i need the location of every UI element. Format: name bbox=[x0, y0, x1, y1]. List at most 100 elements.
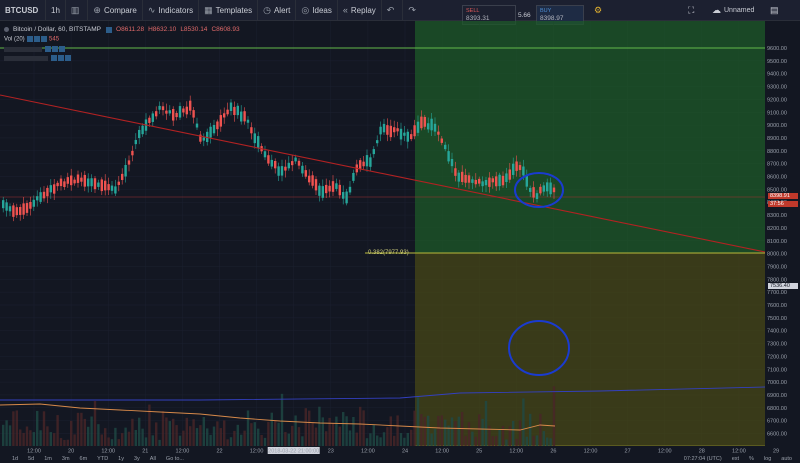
undo-button[interactable]: ↶ bbox=[382, 0, 404, 20]
volume-bar bbox=[280, 393, 284, 446]
candle-body bbox=[199, 134, 202, 142]
legend-open: O8611.28 bbox=[116, 26, 145, 33]
volume-bar bbox=[274, 420, 277, 446]
time-axis[interactable]: 12:00 20 12:00 21 12:00 22 12:00 2018-03-22 21:… bbox=[27, 447, 779, 455]
sell-label: SELL bbox=[466, 8, 480, 14]
auto-toggle[interactable]: auto bbox=[781, 456, 792, 462]
price-axis-bg[interactable] bbox=[765, 21, 800, 455]
candle-body bbox=[63, 181, 66, 188]
interval-button[interactable]: 1h bbox=[46, 0, 66, 20]
volume-bar bbox=[202, 417, 205, 446]
volume-bar bbox=[182, 430, 185, 446]
volume-bar bbox=[29, 430, 32, 446]
time-axis-bg[interactable] bbox=[0, 446, 765, 455]
candle-body bbox=[93, 178, 97, 190]
percent-toggle[interactable]: % bbox=[749, 456, 754, 462]
log-toggle[interactable]: log bbox=[763, 456, 772, 462]
utc-clock[interactable]: 07:27:04 (UTC) bbox=[683, 456, 722, 462]
volume-bar bbox=[25, 426, 29, 446]
legend-title[interactable]: Bitcoin / Dollar, 60, BITSTAMP bbox=[13, 26, 102, 33]
candle-body bbox=[182, 108, 185, 113]
volume-bar bbox=[107, 437, 110, 446]
range-ytd[interactable]: YTD bbox=[97, 456, 109, 462]
candle-body bbox=[114, 186, 117, 194]
indicator-1-label[interactable] bbox=[4, 46, 42, 52]
range-1y[interactable]: 1y bbox=[118, 456, 124, 462]
price-tick-label: 8000.00 bbox=[767, 252, 787, 258]
volume-bar bbox=[287, 433, 290, 446]
trendline[interactable] bbox=[0, 94, 766, 253]
indicator-2-visibility-icon[interactable] bbox=[57, 55, 64, 61]
alert-button[interactable]: ◷ Alert bbox=[258, 0, 297, 20]
range-3m[interactable]: 3m bbox=[61, 456, 70, 462]
volume-legend-label[interactable]: Vol (20) bbox=[4, 36, 25, 43]
price-tick-label: 8300.00 bbox=[767, 213, 787, 219]
bar-style-button[interactable]: ▥ bbox=[66, 0, 89, 20]
volume-bar bbox=[444, 419, 447, 446]
indicator-2-settings-icon[interactable] bbox=[50, 55, 57, 61]
indicator-1-visibility-icon[interactable] bbox=[51, 46, 58, 52]
layout-menu[interactable]: ☁ Unnamed bbox=[712, 0, 754, 20]
grid bbox=[0, 21, 777, 446]
ext-toggle[interactable]: ext bbox=[731, 456, 740, 462]
candle-body bbox=[131, 150, 134, 156]
volume-bar bbox=[36, 410, 39, 446]
settings-button[interactable]: ⚙ bbox=[594, 0, 602, 20]
indicator-2-label[interactable] bbox=[4, 55, 48, 61]
annotation-circle-upper[interactable] bbox=[514, 172, 564, 208]
candle-body bbox=[430, 118, 433, 131]
candle-body bbox=[474, 179, 477, 185]
indicator-1-close-icon[interactable] bbox=[58, 46, 65, 52]
range-3y[interactable]: 3y bbox=[133, 456, 140, 462]
candle-body bbox=[253, 133, 256, 144]
annotation-circle-lower[interactable] bbox=[508, 320, 570, 376]
range-all[interactable]: All bbox=[149, 456, 156, 462]
volume-bar bbox=[76, 412, 80, 446]
current-price-value: 8398.91 bbox=[770, 193, 790, 199]
indicators-button[interactable]: ∿ Indicators bbox=[143, 0, 200, 20]
range-6m[interactable]: 6m bbox=[79, 456, 88, 462]
redo-button[interactable]: ↷ bbox=[403, 0, 424, 20]
volume-bar bbox=[345, 416, 348, 446]
symbol-search[interactable]: BTCUSD bbox=[0, 0, 46, 20]
candle-body bbox=[359, 160, 362, 169]
price-tick-label: 8700.00 bbox=[767, 162, 787, 168]
goto-button[interactable]: Go to... bbox=[165, 456, 184, 462]
indicator-1-settings-icon[interactable] bbox=[44, 46, 51, 52]
candle-body bbox=[25, 203, 29, 213]
fullscreen-button[interactable]: ⛶ bbox=[688, 0, 694, 20]
layout-settings-button[interactable]: ▤ bbox=[770, 0, 779, 20]
volume-bar bbox=[423, 416, 426, 446]
replay-button[interactable]: «Replay bbox=[338, 0, 382, 20]
volume-settings-icon[interactable] bbox=[27, 36, 34, 42]
buy-label: BUY bbox=[540, 8, 552, 14]
candle-body bbox=[15, 207, 18, 216]
volume-bar bbox=[263, 437, 267, 446]
range-5d[interactable]: 5d bbox=[28, 456, 35, 462]
candle-body bbox=[121, 173, 124, 180]
volume-visibility-icon[interactable] bbox=[34, 36, 41, 42]
candle-body bbox=[454, 168, 457, 176]
candle-body bbox=[87, 178, 90, 187]
volume-bar bbox=[416, 397, 420, 446]
candle-body bbox=[484, 179, 488, 186]
legend-settings-icon[interactable] bbox=[106, 26, 113, 33]
templates-button[interactable]: ▦ Templates bbox=[199, 0, 259, 20]
ideas-button[interactable]: ◎ Ideas bbox=[296, 0, 338, 20]
candle-body bbox=[5, 202, 8, 211]
volume-bar bbox=[161, 411, 165, 446]
price-axis[interactable]: 9600.00 9500.00 9400.00 9300.00 9200.00 9100.… bbox=[767, 46, 787, 438]
volume-close-icon[interactable] bbox=[41, 36, 48, 42]
volume-bar bbox=[212, 426, 216, 446]
candle-body bbox=[546, 182, 549, 192]
indicator-2-close-icon[interactable] bbox=[64, 55, 71, 61]
redo-icon: ↷ bbox=[408, 4, 416, 15]
range-1d[interactable]: 1d bbox=[12, 456, 19, 462]
candle-body bbox=[83, 174, 86, 187]
candle-body bbox=[481, 181, 484, 187]
compare-button[interactable]: ⊕ Compare bbox=[88, 0, 143, 20]
price-tick-label: 8600.00 bbox=[767, 175, 787, 181]
range-1m[interactable]: 1m bbox=[44, 456, 52, 462]
volume-bar bbox=[505, 439, 508, 446]
